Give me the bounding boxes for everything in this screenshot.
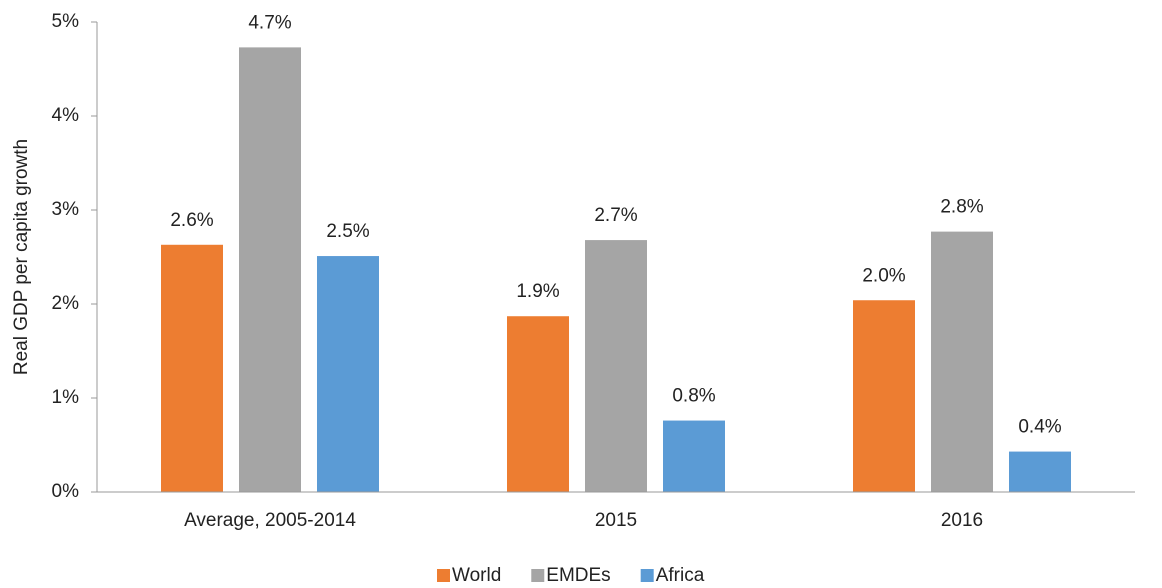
bar — [931, 231, 993, 492]
value-label: 0.4% — [1018, 417, 1061, 438]
legend-label: World — [452, 565, 501, 586]
y-tick-label: 3% — [52, 199, 80, 220]
y-axis-label: Real GDP per capita growth — [11, 139, 32, 375]
legend-swatch — [437, 569, 450, 582]
x-tick-label: Average, 2005-2014 — [184, 510, 356, 531]
value-label: 1.9% — [516, 281, 559, 302]
y-tick-label: 2% — [52, 293, 80, 314]
value-label: 2.7% — [594, 205, 637, 226]
y-tick-label: 5% — [52, 11, 80, 32]
y-tick-label: 4% — [52, 105, 80, 126]
value-label: 2.5% — [326, 221, 369, 242]
y-tick-label: 1% — [52, 387, 80, 408]
value-label: 2.0% — [862, 265, 905, 286]
value-label: 4.7% — [248, 12, 291, 33]
bar — [507, 316, 569, 492]
x-tick-label: 2015 — [595, 510, 637, 531]
bar — [663, 420, 725, 492]
legend-label: EMDEs — [546, 565, 610, 586]
bar — [161, 244, 223, 492]
value-label: 2.8% — [940, 197, 983, 218]
y-tick-label: 0% — [52, 481, 80, 502]
legend-label: Africa — [656, 565, 705, 586]
bar — [317, 256, 379, 492]
legend-swatch — [640, 569, 654, 582]
legend-swatch — [531, 569, 545, 582]
x-tick-label: 2016 — [941, 510, 983, 531]
bar — [585, 240, 647, 492]
value-label: 0.8% — [672, 386, 715, 407]
bar — [239, 47, 301, 492]
bar — [1009, 451, 1071, 492]
bar — [853, 300, 915, 492]
value-label: 2.6% — [170, 210, 213, 231]
